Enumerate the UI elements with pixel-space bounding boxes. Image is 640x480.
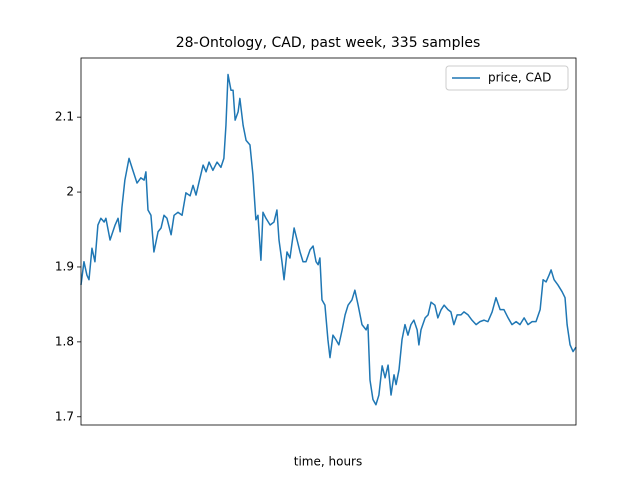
chart-title: 28-Ontology, CAD, past week, 335 samples xyxy=(176,35,481,51)
y-tick-label: 2.1 xyxy=(55,110,74,124)
x-axis-label: time, hours xyxy=(294,455,362,469)
y-tick-label: 1.8 xyxy=(55,334,74,348)
y-tick-label: 1.9 xyxy=(55,259,74,273)
plot-frame xyxy=(80,57,577,426)
legend-label: price, CAD xyxy=(488,71,551,85)
price-line xyxy=(80,73,577,406)
legend-box xyxy=(445,65,569,91)
y-tick-label: 1.7 xyxy=(55,409,74,423)
y-tick-label: 2 xyxy=(66,185,74,199)
